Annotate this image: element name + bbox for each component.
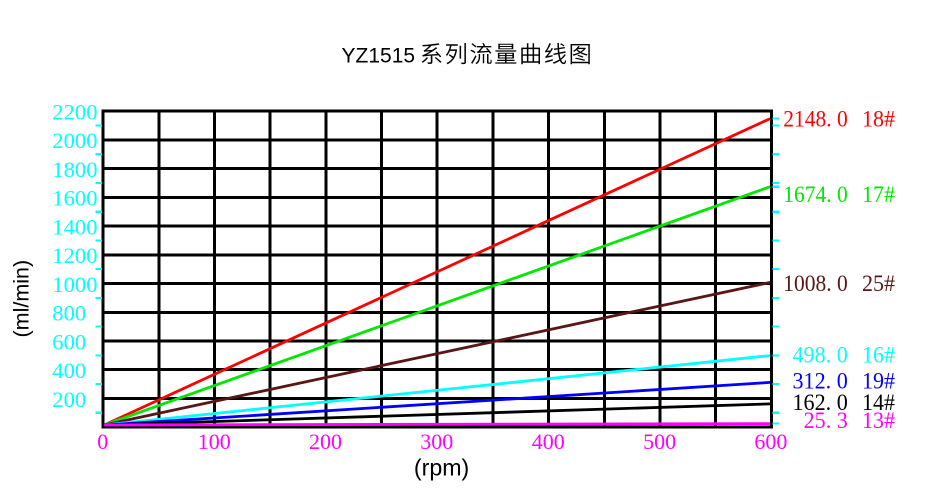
svg-text:(rpm): (rpm) xyxy=(414,455,469,481)
svg-text:1600: 1600 xyxy=(52,186,97,211)
svg-text:300: 300 xyxy=(420,429,453,454)
svg-text:17#: 17# xyxy=(862,182,895,207)
svg-text:312. 0: 312. 0 xyxy=(793,369,848,394)
svg-text:16#: 16# xyxy=(862,342,895,367)
svg-text:25. 3: 25. 3 xyxy=(804,408,848,433)
svg-text:200: 200 xyxy=(52,387,86,412)
svg-text:0: 0 xyxy=(97,429,108,454)
svg-text:162. 0: 162. 0 xyxy=(793,390,848,415)
svg-text:200: 200 xyxy=(309,429,342,454)
svg-text:100: 100 xyxy=(198,429,231,454)
svg-text:25#: 25# xyxy=(862,271,895,296)
svg-text:2148. 0: 2148. 0 xyxy=(783,106,848,131)
svg-text:1400: 1400 xyxy=(52,214,97,239)
svg-text:1800: 1800 xyxy=(52,157,97,182)
svg-text:600: 600 xyxy=(754,429,787,454)
svg-text:YZ1515: YZ1515 xyxy=(342,44,416,67)
svg-text:2000: 2000 xyxy=(52,128,97,153)
svg-text:1000: 1000 xyxy=(52,272,97,297)
svg-text:19#: 19# xyxy=(862,369,895,394)
svg-text:500: 500 xyxy=(643,429,676,454)
svg-text:1200: 1200 xyxy=(52,243,97,268)
svg-text:600: 600 xyxy=(52,329,86,354)
svg-text:1674. 0: 1674. 0 xyxy=(783,182,848,207)
svg-text:498. 0: 498. 0 xyxy=(793,342,848,367)
svg-text:800: 800 xyxy=(52,301,86,326)
svg-text:18#: 18# xyxy=(862,106,895,131)
svg-text:(ml/min): (ml/min) xyxy=(9,260,33,338)
svg-text:13#: 13# xyxy=(862,408,895,433)
svg-text:14#: 14# xyxy=(862,390,895,415)
svg-text:400: 400 xyxy=(532,429,565,454)
svg-text:1008. 0: 1008. 0 xyxy=(783,271,848,296)
svg-text:400: 400 xyxy=(52,358,86,383)
svg-text:2200: 2200 xyxy=(52,100,97,125)
